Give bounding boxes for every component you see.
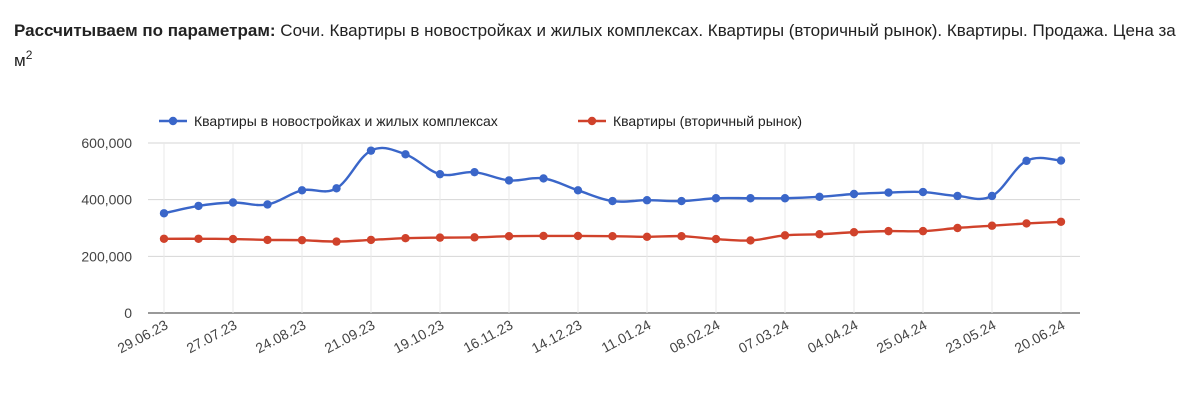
series-2-point	[918, 226, 928, 236]
series-2-point	[297, 235, 307, 245]
x-tick-label: 07.03.24	[736, 316, 792, 356]
series-1-point	[297, 186, 307, 195]
series-1-point	[332, 184, 341, 193]
unit-superscript: 2	[25, 48, 33, 62]
x-tick-label: 24.08.23	[253, 316, 309, 356]
legend-marker-1	[168, 116, 178, 126]
legend-marker-2	[587, 116, 597, 126]
parameters-label: Рассчитываем по параметрам:	[14, 21, 276, 40]
series-1-point	[539, 174, 548, 183]
series-2-point	[366, 235, 376, 245]
x-tick-label: 21.09.23	[322, 316, 378, 356]
series-1-point	[504, 176, 514, 185]
x-tick-label: 16.11.23	[461, 316, 516, 355]
legend-label-2: Квартиры (вторичный рынок)	[613, 113, 802, 129]
series-2-point	[159, 234, 169, 243]
series-2-point	[677, 232, 686, 241]
series-1-point	[884, 188, 893, 197]
x-tick-label: 04.04.24	[805, 316, 861, 356]
x-tick-label: 19.10.23	[391, 316, 447, 356]
series-2-point	[401, 234, 410, 243]
series-1-point	[228, 198, 238, 207]
series-1-point	[677, 196, 686, 206]
series-1-point	[711, 194, 721, 203]
series-2-point	[1022, 219, 1031, 228]
parameters-text: Сочи. Квартиры в новостройках и жилых ко…	[14, 21, 1176, 70]
series-1-point	[815, 192, 824, 202]
x-tick-label: 08.02.24	[667, 316, 723, 356]
series-1-point	[746, 194, 755, 203]
series-1-point	[780, 194, 790, 203]
series-2-point	[573, 231, 583, 241]
x-tick-label: 20.06.24	[1012, 316, 1068, 356]
series-2-point	[884, 226, 893, 236]
series-1-point	[194, 201, 203, 211]
y-tick-label: 0	[124, 305, 132, 321]
series-1-point	[366, 146, 376, 155]
series-2-point	[815, 230, 824, 239]
series-2-point	[263, 235, 272, 245]
series-2-point	[849, 228, 859, 237]
series-1-point	[642, 196, 652, 205]
x-tick-label: 29.06.23	[115, 316, 171, 356]
series-1-point	[849, 189, 859, 199]
series-2-point	[642, 232, 652, 241]
series-1-point	[1022, 156, 1031, 166]
series-1-point	[470, 167, 479, 177]
y-tick-label: 600,000	[81, 135, 132, 151]
series-2-point	[539, 231, 548, 241]
y-tick-label: 200,000	[81, 248, 132, 264]
series-2-point	[953, 223, 962, 233]
series-2-point	[470, 233, 479, 242]
series-2-point	[987, 221, 997, 230]
series-1-point	[987, 191, 997, 201]
series-2-point	[504, 232, 514, 241]
series-2-point	[1056, 217, 1066, 226]
series-1-point	[263, 200, 272, 209]
series-2-point	[711, 234, 721, 244]
x-tick-label: 23.05.24	[943, 316, 999, 356]
series-2-point	[608, 232, 617, 241]
series-1-point	[401, 150, 410, 159]
series-2-point	[780, 231, 790, 240]
series-1-point	[608, 196, 617, 206]
series-2-point	[228, 234, 238, 244]
x-tick-label: 11.01.24	[599, 316, 654, 355]
y-tick-label: 400,000	[81, 192, 132, 208]
series-1-point	[435, 169, 445, 179]
x-tick-label: 14.12.23	[529, 316, 585, 356]
series-1-point	[1056, 156, 1066, 165]
series-1-point	[953, 191, 962, 201]
series-1-point	[159, 209, 169, 218]
series-2-point	[435, 233, 445, 242]
series-2-point	[332, 237, 341, 246]
x-tick-label: 27.07.23	[184, 316, 240, 356]
legend-label-1: Квартиры в новостройках и жилых комплекс…	[194, 113, 498, 129]
parameters-caption: Рассчитываем по параметрам: Сочи. Кварти…	[14, 16, 1186, 76]
series-2-point	[746, 236, 755, 245]
x-tick-label: 25.04.24	[874, 316, 930, 356]
series-1-point	[918, 187, 928, 197]
series-2-point	[194, 234, 203, 243]
series-1-point	[573, 186, 583, 195]
